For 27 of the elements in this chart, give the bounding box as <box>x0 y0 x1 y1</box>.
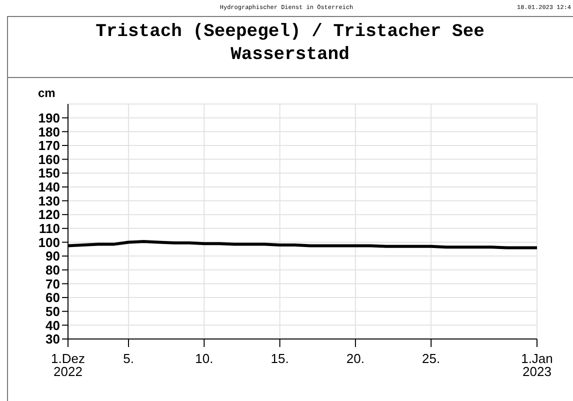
y-tick-label: 180 <box>38 124 60 140</box>
y-tick-label: 30 <box>46 332 60 347</box>
y-tick-label: 90 <box>46 248 60 264</box>
x-tick-label: 10. <box>195 351 214 366</box>
y-tick-label: 150 <box>38 166 60 181</box>
chart-title: Tristach (Seepegel) / Tristacher See <box>94 21 486 44</box>
x-tick-label: 15. <box>270 351 289 366</box>
y-tick-label: 110 <box>39 221 60 236</box>
y-tick-label: 130 <box>38 193 60 208</box>
x-tick-label: 25. <box>422 351 440 366</box>
y-tick-label: 50 <box>46 304 60 319</box>
x-tick-label: 1.Dez 2022 <box>51 351 85 379</box>
y-tick-label: 140 <box>38 180 60 195</box>
y-axis-title: cm <box>38 86 56 100</box>
y-tick-label: 40 <box>46 318 60 333</box>
y-tick-label: 80 <box>46 262 60 278</box>
y-tick-label: 120 <box>38 207 60 222</box>
y-tick-label: 70 <box>46 276 60 292</box>
chart-subtitle: Wasserstand <box>230 44 350 67</box>
x-tick-label: 1.Jan 2023 <box>521 351 553 379</box>
y-tick-label: 190 <box>38 110 60 126</box>
y-tick-label: 170 <box>38 138 60 154</box>
y-tick-label: 100 <box>38 234 60 250</box>
y-tick-label: 60 <box>46 290 60 306</box>
x-tick-label: 5. <box>123 351 134 366</box>
y-tick-label: 160 <box>38 152 60 167</box>
x-tick-label: 20. <box>346 351 364 366</box>
